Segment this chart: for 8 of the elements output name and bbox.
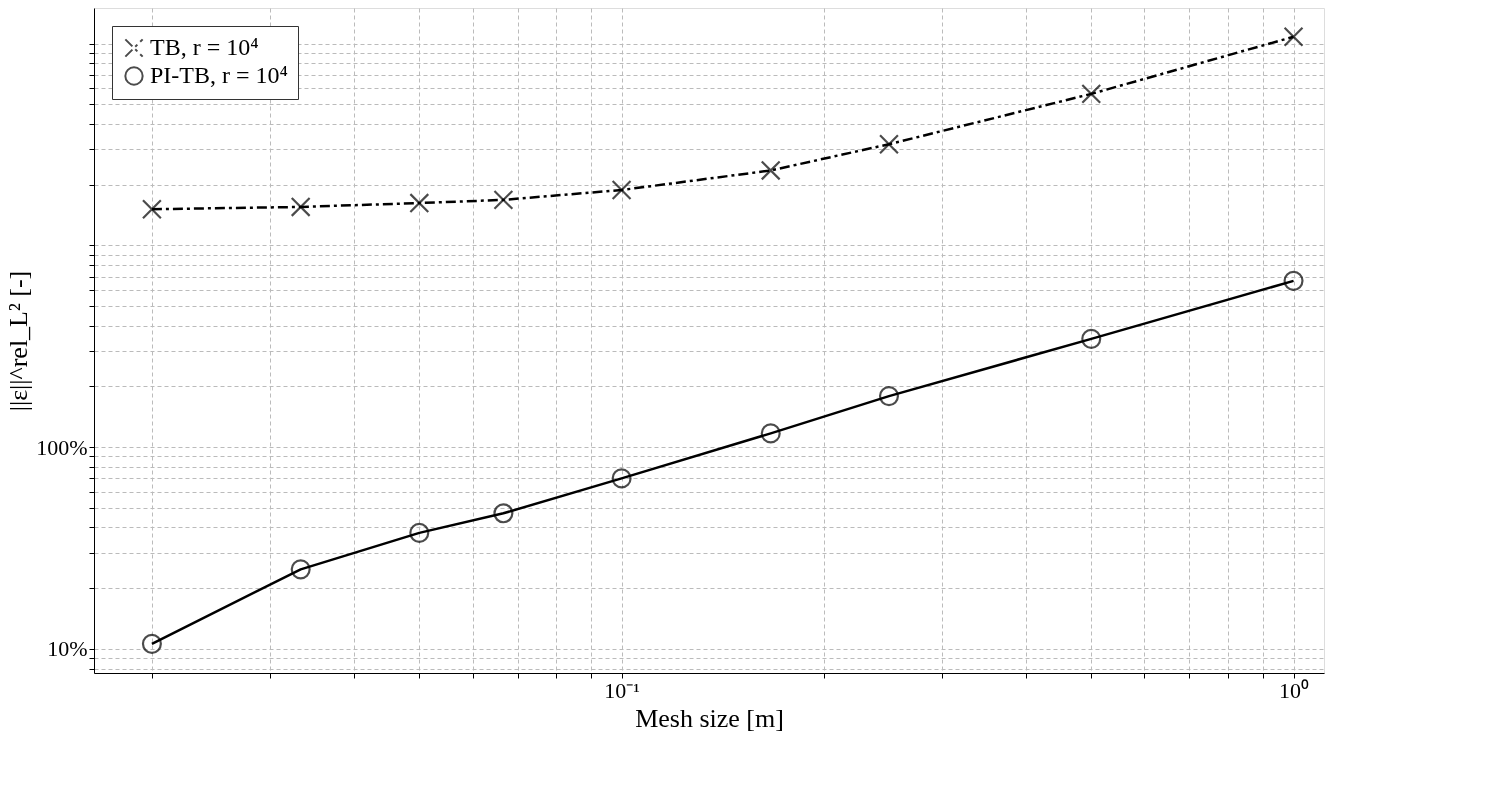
x-axis-title: Mesh size [m] (635, 703, 784, 733)
legend-label: PI-TB, r = 10⁴ (150, 62, 288, 88)
legend-label: TB, r = 10⁴ (150, 34, 259, 60)
y-axis-title: ||ε||^rel_L² [-] (4, 270, 34, 412)
x-tick-label: 10⁻¹ (604, 677, 640, 703)
y-tick-label: 100% (36, 434, 88, 460)
y-tick-label: 10% (47, 636, 88, 662)
x-tick-label: 10⁰ (1279, 677, 1310, 703)
